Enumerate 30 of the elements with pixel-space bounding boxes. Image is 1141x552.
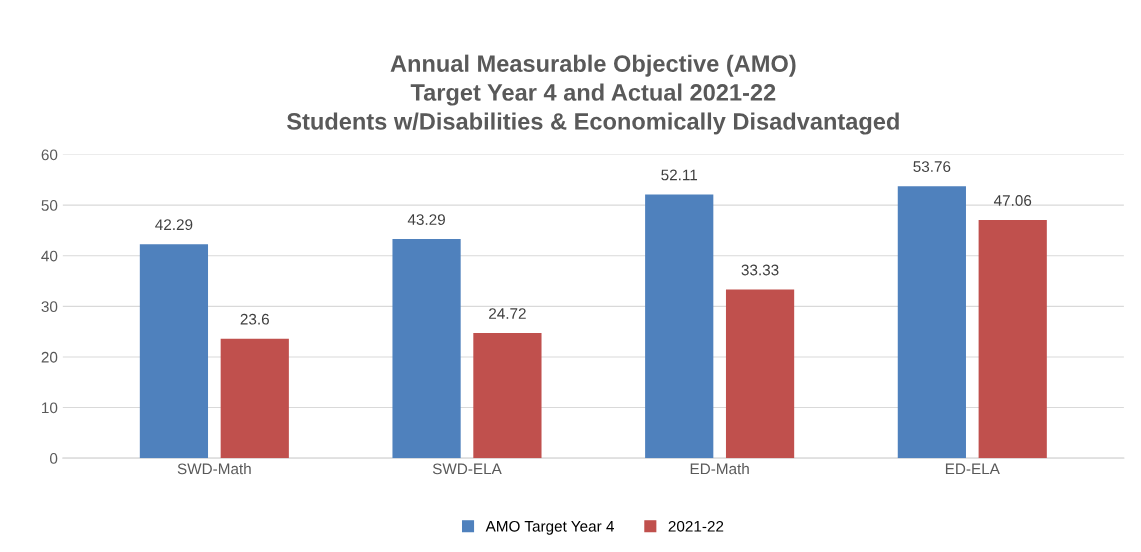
y-tick-label: 20 xyxy=(41,351,58,363)
x-tick-label: ED-ELA xyxy=(945,463,1000,475)
x-tick-label: SWD-Math xyxy=(177,463,251,475)
data-label: 33.33 xyxy=(741,264,779,276)
bar xyxy=(897,186,966,459)
bar xyxy=(220,338,289,459)
y-tick-label: 10 xyxy=(42,402,58,414)
bar xyxy=(725,289,795,459)
y-tick-label: 0 xyxy=(49,453,58,464)
bar xyxy=(978,220,1047,459)
legend-label: AMO Target Year 4 xyxy=(485,520,614,535)
bar xyxy=(392,239,461,459)
y-tick-label: 40 xyxy=(41,250,58,262)
data-label: 42.29 xyxy=(155,219,193,231)
data-label: 53.76 xyxy=(913,161,951,172)
bar xyxy=(473,333,542,459)
x-tick-label: ED-Math xyxy=(690,463,749,475)
data-label: 24.72 xyxy=(489,308,526,319)
y-tick-label: 60 xyxy=(41,149,58,161)
y-tick-label: 50 xyxy=(41,200,58,211)
data-label: 23.6 xyxy=(240,313,269,325)
chart-title: Annual Measurable Objective (AMO) Target Year 4 and Actual 2021-22 Students w/Disabilities & Economically Disadvantaged xyxy=(287,54,899,135)
data-label: 47.06 xyxy=(993,195,1032,206)
y-tick-label: 30 xyxy=(41,301,58,313)
legend-label: 2021-22 xyxy=(668,520,724,532)
data-label: 43.29 xyxy=(407,214,445,225)
x-tick-label: SWD-ELA xyxy=(432,463,502,475)
bar xyxy=(645,194,714,459)
data-label: 52.11 xyxy=(661,169,698,181)
bar xyxy=(139,244,209,459)
